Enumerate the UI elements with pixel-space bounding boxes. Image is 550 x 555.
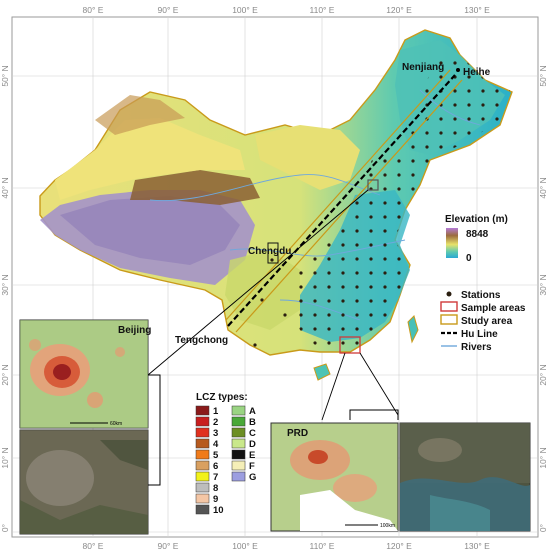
lcz-label: 5: [213, 450, 219, 461]
lat-tick-left: 10° N: [0, 447, 10, 468]
lon-tick-bottom: 110° E: [310, 541, 335, 551]
prd-bracket: [349, 409, 399, 420]
elevation-min: 0: [466, 253, 472, 264]
lon-tick-top: 90° E: [158, 5, 179, 15]
inset-prd-lcz: 100km PRD: [270, 422, 399, 532]
lcz-swatch: [195, 405, 210, 416]
lcz-label: A: [249, 406, 256, 417]
beijing-scale: 60km: [110, 421, 122, 427]
elevation-legend-title: Elevation (m): [445, 214, 508, 225]
lcz-label: 7: [213, 472, 218, 483]
lcz-label: D: [249, 439, 256, 450]
label-chengdu: Chengdu: [248, 246, 291, 257]
lat-tick-left: 50° N: [0, 65, 10, 86]
lcz-swatch: [195, 416, 210, 427]
symbol-legend: Stations Sample areas Study area Hu Line…: [440, 290, 526, 353]
lcz-swatch: [195, 449, 210, 460]
lcz-legend-title: LCZ types:: [196, 392, 248, 403]
lat-tick-left: 30° N: [0, 274, 10, 295]
beijing-bracket: [148, 374, 161, 486]
lcz-swatch: [231, 416, 246, 427]
lcz-swatch: [231, 471, 246, 482]
lat-tick-right: 10° N: [538, 447, 548, 468]
lcz-label: 3: [213, 428, 218, 439]
lon-tick-bottom: 120° E: [386, 541, 412, 551]
lcz-swatch: [195, 493, 210, 504]
legend-rivers: Rivers: [461, 342, 492, 353]
lcz-label: 10: [213, 505, 224, 516]
connector-prd-left: [321, 352, 346, 421]
lat-tick-right: 0°: [538, 524, 548, 532]
lon-tick-top: 110° E: [310, 5, 335, 15]
inset-beijing-lcz: 60km Beijing: [19, 319, 151, 429]
legend-stations: Stations: [461, 290, 501, 301]
lcz-swatch: [231, 438, 246, 449]
lcz-label: 2: [213, 417, 218, 428]
inset-prd-label: PRD: [287, 428, 308, 439]
lcz-label: G: [249, 472, 256, 483]
lon-tick-bottom: 100° E: [232, 541, 258, 551]
legend-hu-line: Hu Line: [461, 329, 498, 340]
study-area-legend-icon: [440, 314, 458, 325]
inset-beijing-satellite: [19, 429, 149, 535]
label-heihe: Heihe: [463, 67, 491, 78]
lat-tick-right: 50° N: [538, 65, 548, 86]
label-nenjiang: Nenjiang: [402, 62, 444, 73]
legend-study-area: Study area: [461, 316, 513, 327]
lcz-swatch: [231, 405, 246, 416]
lon-tick-top: 120° E: [386, 5, 412, 15]
label-tengchong: Tengchong: [175, 335, 228, 346]
prd-scale: 100km: [380, 523, 395, 529]
lcz-swatch: [195, 438, 210, 449]
station-points-west: [253, 258, 287, 347]
sample-areas-legend-icon: [440, 301, 458, 312]
inset-prd-satellite: [399, 422, 531, 532]
lcz-label: B: [249, 417, 256, 428]
legend-sample-areas: Sample areas: [461, 303, 526, 314]
lat-tick-left: 0°: [0, 524, 10, 532]
heihe-point: [456, 68, 460, 72]
lon-tick-bottom: 80° E: [83, 541, 104, 551]
lcz-swatch: [231, 427, 246, 438]
lcz-label: 6: [213, 461, 218, 472]
lcz-label: 4: [213, 439, 219, 450]
inset-beijing-label: Beijing: [118, 325, 151, 336]
lcz-swatch: [195, 482, 210, 493]
sample-area-prd: [339, 336, 361, 354]
hu-line: [227, 74, 456, 327]
elevation-colorbar: [446, 228, 458, 258]
lcz-swatch: [231, 449, 246, 460]
lcz-label: E: [249, 450, 255, 461]
lon-tick-bottom: 130° E: [464, 541, 490, 551]
lat-tick-right: 40° N: [538, 177, 548, 198]
lcz-label: 9: [213, 494, 218, 505]
elevation-max: 8848: [466, 229, 489, 240]
lat-tick-right: 30° N: [538, 274, 548, 295]
connector-prd-right: [359, 352, 399, 416]
connector-beijing: [147, 189, 369, 376]
chengdu-box: [267, 242, 279, 264]
lcz-label: 8: [213, 483, 218, 494]
lat-tick-right: 20° N: [538, 364, 548, 385]
lcz-swatch: [195, 460, 210, 471]
lcz-swatch: [195, 427, 210, 438]
lon-tick-top: 130° E: [464, 5, 490, 15]
sample-area-beijing: [367, 179, 379, 191]
lon-tick-top: 80° E: [83, 5, 104, 15]
lcz-label: C: [249, 428, 256, 439]
lon-tick-bottom: 90° E: [158, 541, 179, 551]
lcz-label: 1: [213, 406, 219, 417]
station-legend-icon: [446, 291, 452, 297]
lat-tick-left: 40° N: [0, 177, 10, 198]
lcz-swatch: [195, 471, 210, 482]
lcz-swatch: [195, 504, 210, 515]
lcz-swatch: [231, 460, 246, 471]
lon-tick-top: 100° E: [232, 5, 258, 15]
lat-tick-left: 20° N: [0, 364, 10, 385]
lcz-label: F: [249, 461, 255, 472]
